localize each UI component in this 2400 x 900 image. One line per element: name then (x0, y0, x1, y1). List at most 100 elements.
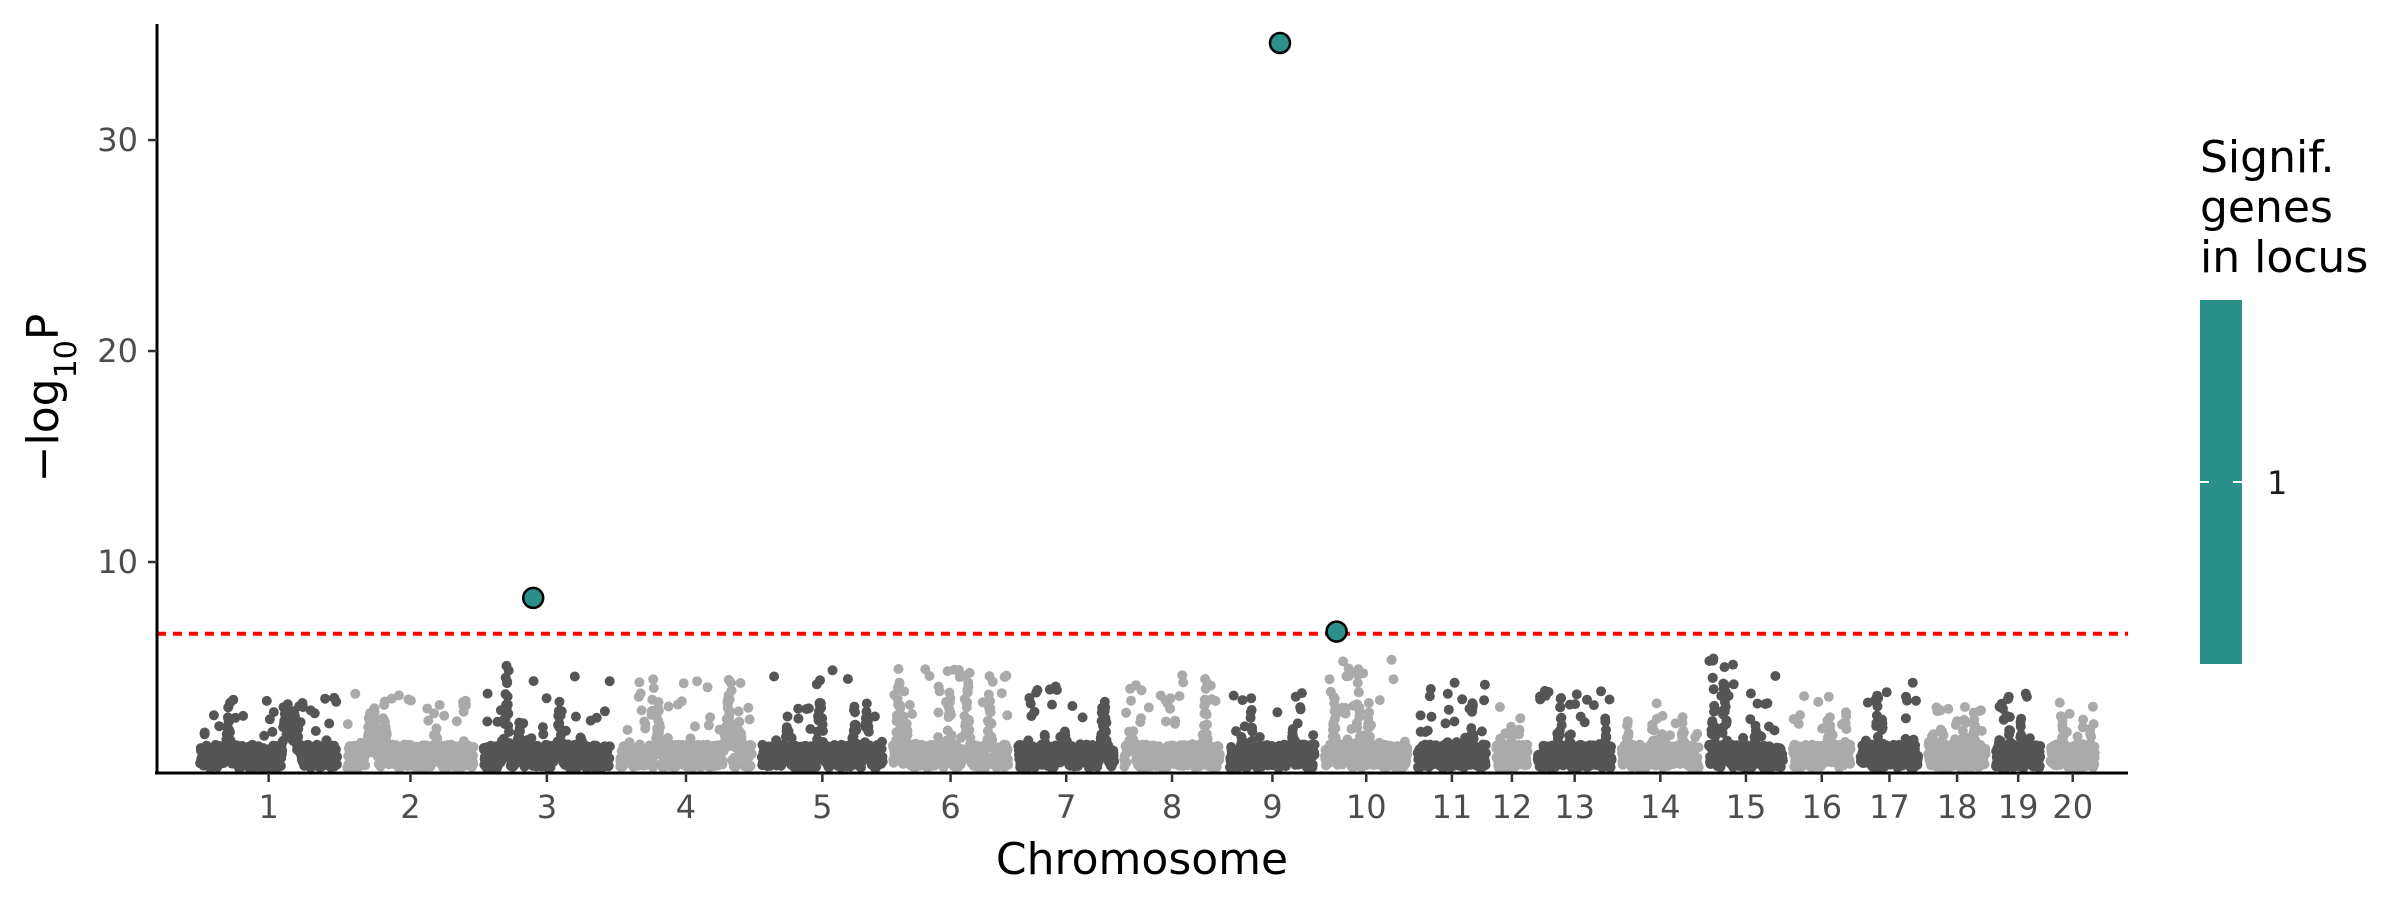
snp-point (1388, 674, 1399, 685)
chromosome-6-points (887, 664, 1014, 773)
chromosome-4-points (615, 674, 757, 773)
snp-point (1728, 659, 1738, 670)
snp-point (863, 726, 874, 737)
snp-point (649, 759, 660, 770)
snp-point (1246, 693, 1257, 704)
snp-point (1601, 732, 1612, 743)
chromosome-14-points (1616, 698, 1704, 773)
snp-point (560, 725, 571, 736)
snp-point (945, 693, 956, 704)
snp-point (640, 719, 651, 730)
snp-point (603, 760, 614, 771)
snp-point (815, 675, 825, 686)
snp-point (1309, 739, 1320, 750)
snp-point (570, 711, 581, 722)
snp-point (1307, 759, 1318, 770)
snp-point (228, 694, 239, 705)
snp-point (381, 729, 392, 740)
snp-point (1479, 679, 1490, 690)
snp-point (1165, 693, 1176, 704)
snp-point (1214, 749, 1225, 760)
snp-point (902, 729, 913, 740)
snp-point (451, 716, 462, 727)
snp-point (964, 667, 975, 678)
snp-point (1596, 686, 1606, 697)
snp-point (350, 688, 361, 699)
snp-point (963, 681, 974, 692)
snp-point (599, 706, 610, 717)
snp-point (1677, 712, 1688, 723)
chromosome-3-points (478, 660, 615, 773)
snp-point (1051, 685, 1062, 695)
snp-point (655, 722, 665, 732)
snp-point (604, 753, 615, 764)
snp-point (1174, 691, 1185, 702)
snp-point (259, 730, 270, 741)
snp-point (1364, 707, 1375, 718)
snp-point (869, 711, 880, 722)
snp-point (275, 760, 286, 771)
snp-point (1494, 702, 1505, 712)
snp-point (1693, 762, 1704, 773)
chromosome-12-points (1491, 702, 1533, 773)
snp-point (907, 709, 918, 719)
snp-point (877, 756, 888, 767)
snp-point (850, 707, 860, 718)
snp-point (591, 712, 602, 723)
snp-point (1121, 757, 1132, 768)
snp-point (985, 707, 996, 718)
snp-point (1565, 729, 1576, 740)
snp-point (369, 706, 380, 717)
snp-point (1443, 704, 1454, 715)
chromosome-9-points (1225, 688, 1320, 773)
snp-point (1309, 749, 1320, 760)
snp-point (1324, 674, 1335, 685)
snp-point (893, 664, 904, 674)
snp-point (1109, 756, 1120, 767)
snp-point (1480, 748, 1491, 758)
snp-point (1480, 760, 1491, 771)
snp-point (1272, 707, 1283, 718)
snp-point (726, 685, 737, 696)
snp-point (1449, 677, 1460, 688)
snp-point (1077, 712, 1088, 723)
snp-point (1692, 728, 1703, 739)
chromosome-5-points (756, 665, 888, 773)
snp-point (1467, 700, 1478, 711)
snp-point (375, 759, 386, 770)
snp-point (1515, 713, 1526, 724)
snp-point (515, 726, 525, 737)
snp-point (724, 706, 735, 717)
snp-point (230, 712, 241, 723)
snp-point (1720, 701, 1731, 712)
snp-point (1363, 698, 1374, 708)
snp-point (1126, 695, 1136, 706)
snp-point (1165, 703, 1176, 714)
snp-point (537, 722, 548, 733)
snp-point (1047, 699, 1057, 710)
snp-point (1622, 716, 1633, 727)
snp-point (676, 696, 687, 707)
snp-point (690, 721, 700, 732)
snp-point (1205, 680, 1216, 691)
snp-point (1665, 730, 1675, 741)
snp-point (1136, 713, 1146, 724)
snp-point (1358, 668, 1369, 679)
snp-point (702, 682, 713, 693)
snp-point (1606, 741, 1616, 752)
snp-point (735, 678, 746, 688)
snp-point (653, 705, 664, 716)
snp-point (996, 688, 1007, 699)
snp-point (904, 699, 915, 710)
snp-point (1693, 742, 1704, 753)
snp-point (782, 711, 793, 722)
snp-point (518, 718, 529, 729)
snp-point (324, 718, 335, 729)
snp-point (1121, 707, 1132, 718)
snp-point (1571, 689, 1582, 700)
snp-point (1745, 688, 1756, 699)
snp-point (331, 759, 342, 770)
snp-point (604, 676, 615, 687)
snp-point (1001, 670, 1012, 681)
snp-point (1606, 754, 1617, 765)
